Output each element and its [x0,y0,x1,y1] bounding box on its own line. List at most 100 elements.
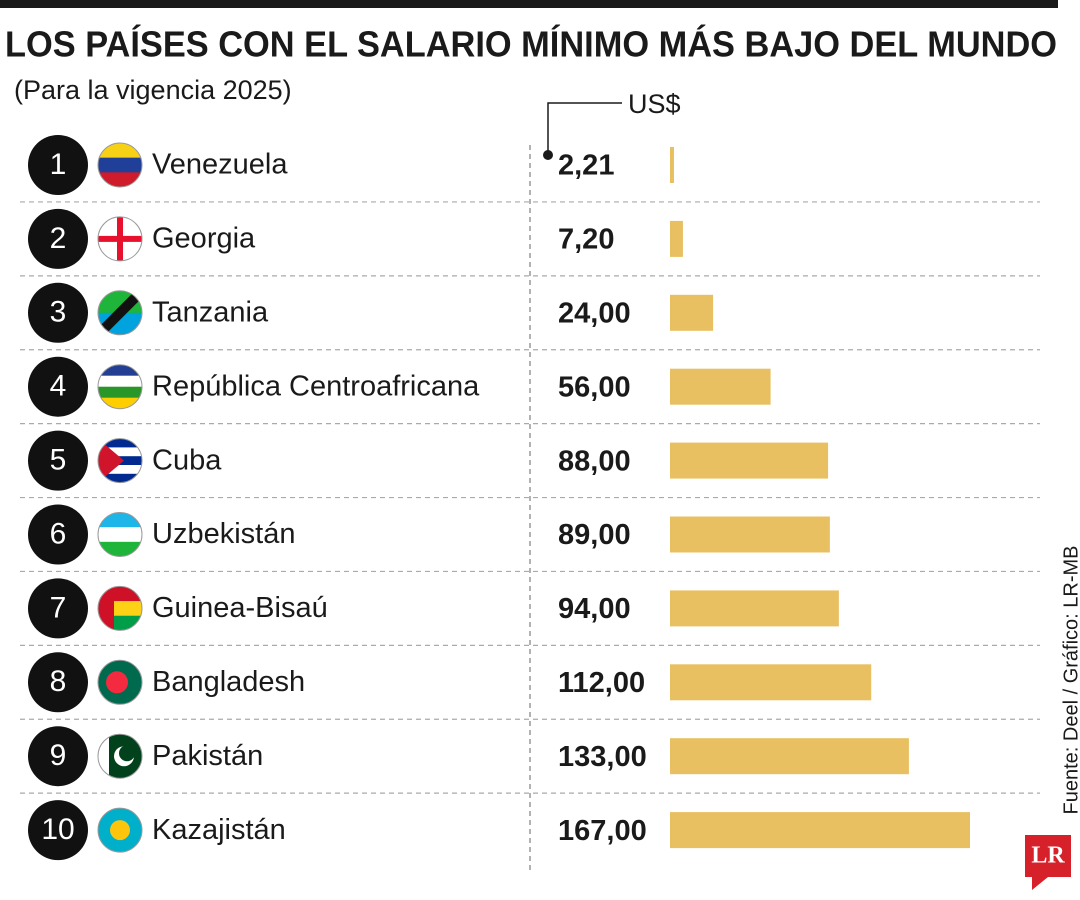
bar [670,738,909,775]
flag [97,585,143,631]
rank: 4 [50,370,67,403]
rank: 6 [50,517,67,550]
flag-stripe [98,447,142,457]
value-label: 88,00 [558,445,631,477]
rank-badge [28,356,88,417]
value-label: 112,00 [558,667,645,699]
flag-stripe [98,143,142,159]
flag-stripe [98,375,142,388]
rank-badge [28,578,88,639]
value-label: 94,00 [558,593,631,625]
flag-stripe [98,465,142,475]
country-label: República Centroafricana [152,370,480,402]
value-label: 167,00 [558,815,647,847]
flag-body [98,364,142,409]
flag-sun [110,820,130,841]
rank-badge [28,504,88,565]
flag-rim [97,733,143,779]
flag-stripe [98,527,142,543]
flag-disc [106,671,128,694]
rank-badge [28,430,88,491]
flag [97,142,143,188]
flag-cross [98,235,142,242]
flag-crescent [119,745,135,762]
country-label: Kazajistán [152,814,286,846]
rank: 10 [41,813,74,846]
flag-rim [97,585,143,631]
flag-body [98,143,142,187]
flag-rim [97,807,143,853]
flag-body [98,808,142,853]
flag-rim [97,290,143,336]
country-label: Georgia [152,223,256,255]
flag-stripe [98,172,142,187]
bar [670,147,674,183]
value-label: 24,00 [558,297,631,329]
flag-rim [97,142,143,188]
value-label: 133,00 [558,741,647,773]
unit-leader [547,102,622,155]
flag [97,733,143,779]
value-label: 2,21 [558,150,614,182]
value-label: 7,20 [558,224,614,256]
bar [670,368,771,405]
rank: 2 [50,222,67,255]
flag-stripe [98,512,142,528]
flag-stripe [98,438,142,448]
flag-rim [97,659,143,705]
rank-badge [28,652,88,713]
flag [97,807,143,853]
logo-box [1025,835,1071,877]
country-label: Guinea-Bisaú [152,592,328,624]
flag [97,659,143,705]
flag-stripe [98,364,142,377]
flag-body [98,512,142,557]
logo: LR [1031,843,1065,869]
title: LOS PAÍSES CON EL SALARIO MÍNIMO MÁS BAJ… [5,24,1057,65]
flag-rim [97,364,143,410]
country-label: Uzbekistán [152,518,295,550]
flag-rim [97,512,143,557]
flag [97,512,143,557]
bar [670,664,872,701]
flag-triangle [98,586,114,631]
rank: 7 [50,591,67,624]
rank: 5 [50,444,67,477]
subtitle: (Para la vigencia 2025) [14,75,292,105]
flag [97,216,143,262]
rank: 3 [50,296,67,329]
rank-badge [28,208,88,269]
bar [670,590,839,627]
rank-badge [28,726,88,787]
value-label: 56,00 [558,371,631,403]
flag-triangle [98,438,124,483]
country-label: Bangladesh [152,666,305,698]
bar [670,294,714,331]
rank: 1 [50,148,67,181]
flag-stripe [98,386,142,399]
flag-hoist [98,734,109,779]
country-label: Tanzania [152,296,269,328]
flag [97,290,143,336]
flag-body [98,734,142,779]
rank-badge [28,135,88,195]
flag [97,364,143,410]
value-label: 89,00 [558,519,631,551]
source: Fuente: Deel / Gráfico: LR-MB [1060,546,1080,815]
flag-stripe [98,157,142,173]
flag [97,438,143,484]
rank-badge [28,282,88,343]
rank: 9 [50,739,67,772]
bar [670,220,683,257]
logo-tail [1032,877,1048,890]
flag-body [98,290,142,335]
flag-body [98,586,142,631]
flag-body [98,660,142,705]
country-label: Venezuela [152,149,288,181]
unit-dot [543,150,553,160]
flag-stripe [98,397,142,409]
bar [670,442,829,479]
bar [670,516,830,553]
top-rule [0,0,1058,8]
